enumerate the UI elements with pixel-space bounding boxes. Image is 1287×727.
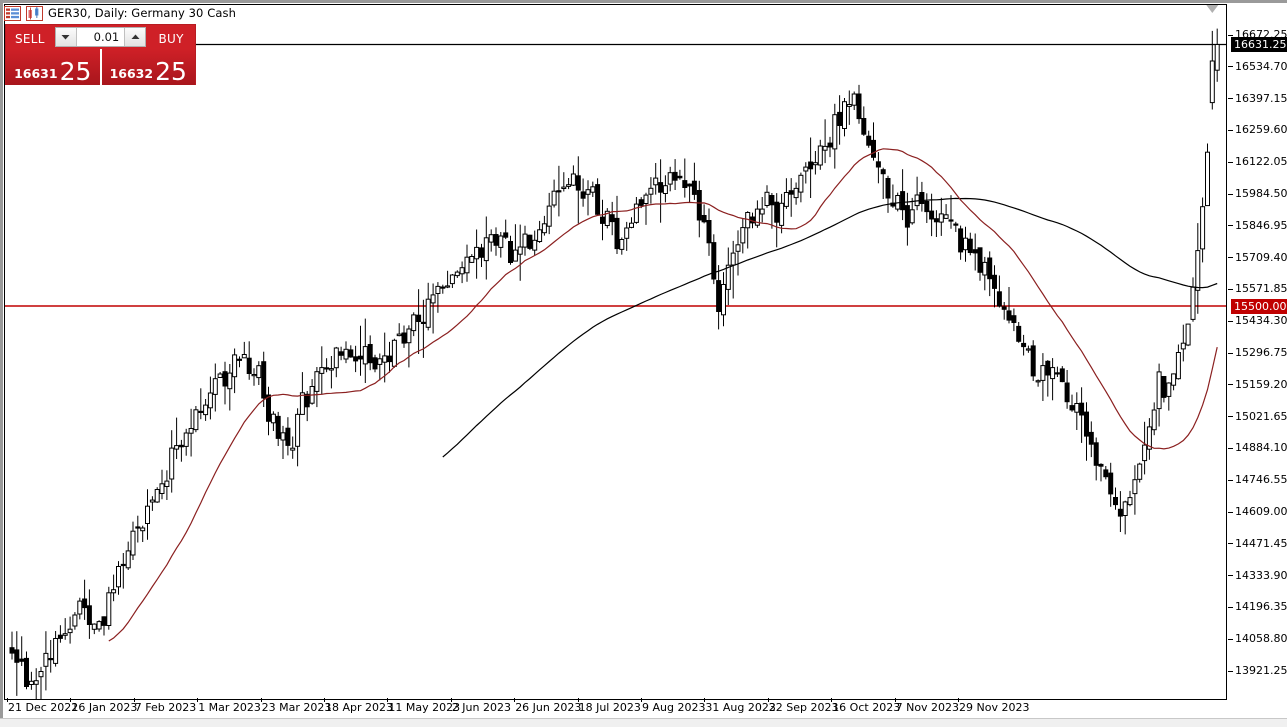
date-tick-label: 2 Jun 2023: [450, 698, 511, 714]
date-tick-label: 11 May 2023: [387, 698, 460, 714]
price-tick-label: 16122.05: [1228, 155, 1287, 168]
lot-increase-button[interactable]: [124, 28, 146, 46]
price-tick-label: 15159.20: [1228, 378, 1287, 391]
chart-window-icon[interactable]: [26, 5, 43, 21]
sell-button[interactable]: SELL: [14, 32, 45, 46]
window-frame-bottom: [0, 718, 1287, 727]
price-tick-label: 14746.55: [1228, 473, 1287, 486]
date-tick-label: 18 Apr 2023: [324, 698, 393, 714]
date-tick-label: 21 Dec 2022: [7, 698, 78, 714]
lot-decrease-button[interactable]: [55, 28, 77, 46]
bid-pips: 25: [59, 56, 92, 86]
price-tick-label: 14058.80: [1228, 632, 1287, 645]
ask-big-figure: 16632: [109, 65, 154, 81]
date-axis[interactable]: 21 Dec 2022 16 Jan 2023 7 Feb 2023 1 Mar 20…: [4, 698, 1227, 718]
date-tick-label: 31 Aug 2023: [704, 698, 776, 714]
price-tick-label: 14333.90: [1228, 569, 1287, 582]
date-tick-label: 7 Nov 2023: [894, 698, 959, 714]
date-tick-label: 16 Oct 2023: [831, 698, 900, 714]
window-frame-left: [0, 0, 3, 723]
price-level-badge: 15500.00: [1231, 299, 1287, 314]
price-tick-label: 14609.00: [1228, 505, 1287, 518]
market-watch-icon[interactable]: [4, 5, 21, 21]
date-tick-label: 29 Nov 2023: [958, 698, 1029, 714]
price-tick-label: 13921.25: [1228, 664, 1287, 677]
date-tick-label: 26 Jun 2023: [514, 698, 581, 714]
chart-plot-area[interactable]: [4, 4, 1227, 700]
bid-big-figure: 16631: [14, 65, 58, 81]
date-tick-label: 22 Sep 2023: [767, 698, 839, 714]
price-tick-label: 15984.50: [1228, 187, 1287, 200]
price-tick-label: 16259.60: [1228, 123, 1287, 136]
price-tick-label: 14471.45: [1228, 537, 1287, 550]
price-tick-label: 15434.30: [1228, 314, 1287, 327]
date-tick-label: 18 Jul 2023: [577, 698, 641, 714]
price-tick-label: 14196.35: [1228, 600, 1287, 613]
price-tick-label: 15709.40: [1228, 251, 1287, 264]
trade-controls-row: SELL 0.01 BUY: [6, 25, 195, 49]
price-tick-label: 16672.25: [1228, 28, 1287, 41]
price-quotes-row: 16631 25 16632 25: [6, 49, 195, 85]
chart-titlebar: GER30, Daily: Germany 30 Cash: [4, 4, 1284, 22]
window-frame-top: [0, 0, 1287, 3]
lot-size-value[interactable]: 0.01: [76, 30, 125, 44]
price-tick-label: 15571.85: [1228, 282, 1287, 295]
ask-price-quote[interactable]: 16632 25: [99, 49, 195, 86]
bid-price-badge: 16631.25: [1231, 37, 1287, 53]
price-tick-label: 16397.15: [1228, 92, 1287, 105]
lot-size-stepper[interactable]: 0.01: [54, 27, 147, 47]
one-click-trading-panel[interactable]: SELL 0.01 BUY 16631 25 16632 25: [5, 24, 196, 85]
date-tick-label: 1 Mar 2023: [197, 698, 261, 714]
ask-pips: 25: [155, 56, 187, 86]
chart-title-text: GER30, Daily: Germany 30 Cash: [48, 6, 236, 20]
date-tick-label: 7 Feb 2023: [133, 698, 196, 714]
candlestick-canvas: [4, 5, 1227, 700]
price-axis[interactable]: 16631.25 15500.00 16672.25 16534.70 16397.…: [1228, 4, 1287, 700]
price-tick-label: 15296.75: [1228, 346, 1287, 359]
date-tick-label: 23 Mar 2023: [260, 698, 331, 714]
price-tick-label: 16534.70: [1228, 60, 1287, 73]
date-tick-label: 16 Jan 2023: [70, 698, 137, 714]
price-tick-label: 15846.95: [1228, 219, 1287, 232]
buy-button[interactable]: BUY: [158, 32, 184, 46]
price-tick-label: 14884.10: [1228, 441, 1287, 454]
date-tick-label: 9 Aug 2023: [641, 698, 705, 714]
bid-price-quote[interactable]: 16631 25: [6, 49, 100, 85]
price-tick-label: 15021.65: [1228, 410, 1287, 423]
